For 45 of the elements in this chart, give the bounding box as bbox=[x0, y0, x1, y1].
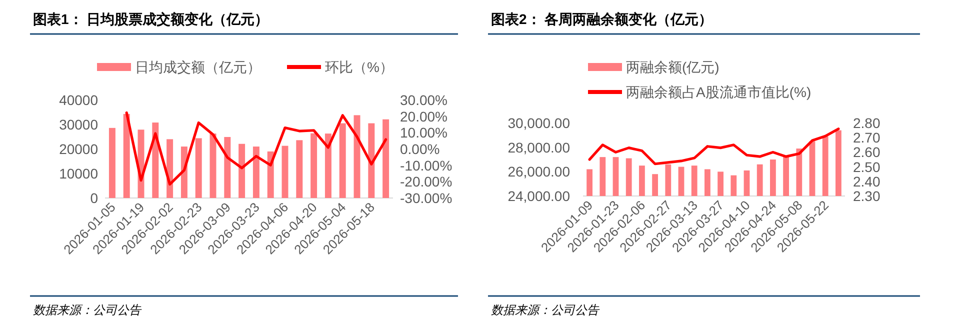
legend-label: 两融余额占A股流通市值比(%) bbox=[626, 84, 812, 100]
y2-tick-label: 2.80 bbox=[853, 115, 880, 131]
y2-tick-label: -20.00% bbox=[400, 174, 452, 190]
y-tick-label: 20000 bbox=[59, 141, 98, 157]
y-tick-label: 40000 bbox=[59, 92, 98, 108]
legend-label: 日均成交额（亿元） bbox=[135, 59, 261, 75]
bar bbox=[282, 146, 288, 198]
y-tick-label: 26,000.00 bbox=[508, 164, 570, 180]
bar bbox=[368, 123, 375, 198]
source-note: 数据来源：公司公告 bbox=[491, 303, 600, 317]
bar bbox=[195, 138, 202, 198]
y2-tick-label: 20.00% bbox=[400, 108, 448, 124]
y-tick-label: 30000 bbox=[59, 116, 98, 132]
y2-tick-label: 0.00% bbox=[400, 141, 440, 157]
bar bbox=[224, 136, 231, 198]
chart-title: 图表1： 日均股票成交额变化（亿元） bbox=[33, 11, 269, 27]
legend-label: 环比（%） bbox=[325, 59, 394, 75]
bar bbox=[123, 114, 130, 198]
bar bbox=[108, 128, 116, 198]
bar bbox=[252, 146, 260, 198]
y2-tick-label: 2.70 bbox=[853, 130, 880, 146]
y2-tick-label: 2.30 bbox=[853, 188, 880, 204]
bar bbox=[339, 123, 346, 198]
bar bbox=[310, 133, 318, 198]
y-tick-label: 10000 bbox=[59, 166, 98, 182]
y2-tick-label: 2.50 bbox=[853, 158, 880, 175]
y-tick-label: 24,000.00 bbox=[508, 188, 570, 204]
y2-tick-label: 10.00% bbox=[400, 124, 448, 141]
bar bbox=[382, 119, 390, 198]
bar bbox=[238, 144, 246, 198]
y-tick-label: 0 bbox=[90, 190, 98, 206]
y-tick-label: 28,000.00 bbox=[508, 139, 570, 156]
chart-title: 图表2： 各周两融余额变化（亿元） bbox=[491, 11, 713, 27]
y-tick-label: 30,000.00 bbox=[508, 115, 570, 131]
line-series bbox=[125, 111, 388, 186]
legend-label: 两融余额(亿元) bbox=[626, 59, 720, 75]
y2-tick-label: 2.40 bbox=[853, 173, 880, 190]
source-note: 数据来源：公司公告 bbox=[33, 303, 142, 317]
y2-tick-label: -30.00% bbox=[400, 190, 452, 206]
y2-tick-label: 2.60 bbox=[853, 144, 880, 160]
bar bbox=[296, 140, 303, 198]
line-series bbox=[588, 128, 840, 166]
y2-tick-label: 30.00% bbox=[400, 92, 448, 108]
bar bbox=[324, 134, 332, 198]
y2-tick-label: -10.00% bbox=[400, 157, 452, 174]
